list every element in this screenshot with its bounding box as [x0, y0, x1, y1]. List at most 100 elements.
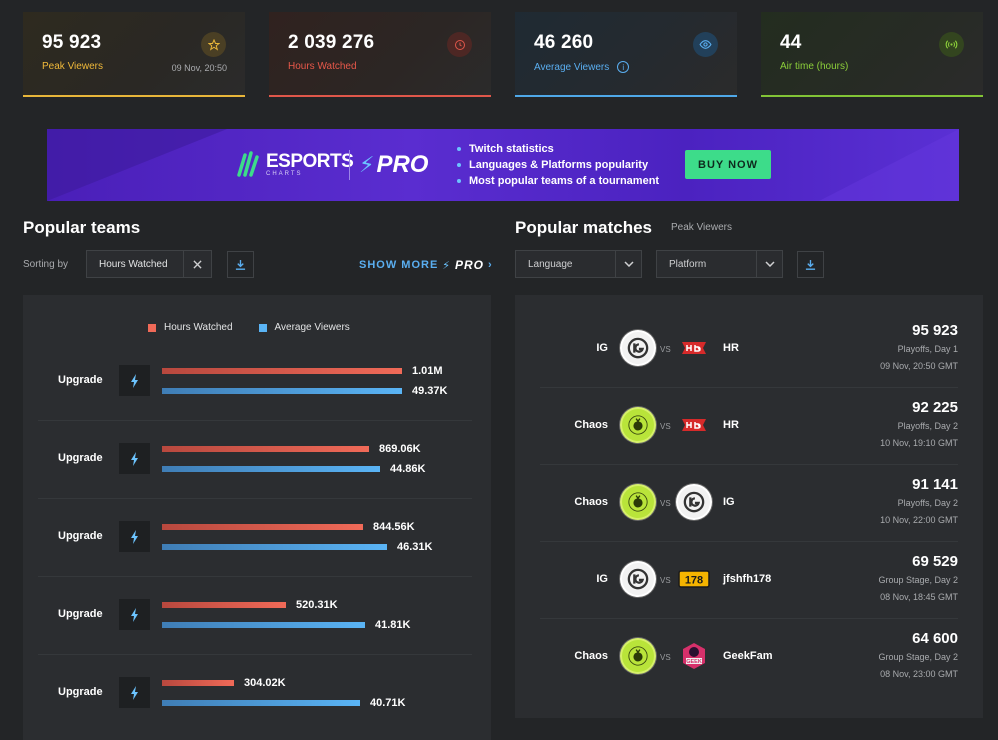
- chart-legend: Hours Watched Average Viewers: [148, 322, 350, 333]
- chevron-down-icon: [756, 251, 782, 277]
- team1-name[interactable]: IG: [596, 342, 608, 354]
- download-icon: [235, 259, 246, 270]
- match-stage: Playoffs, Day 2: [897, 421, 958, 431]
- team-row[interactable]: Upgrade 844.56K 46.31K: [38, 499, 472, 577]
- team1-name[interactable]: IG: [596, 573, 608, 585]
- feature-item: Most popular teams of a tournament: [457, 173, 659, 189]
- team-row[interactable]: Upgrade 520.31K 41.81K: [38, 577, 472, 655]
- close-icon: [193, 259, 202, 269]
- team-name[interactable]: Upgrade: [58, 608, 103, 620]
- stat-card-air-time: 44 Air time (hours): [761, 12, 983, 97]
- 178-logo-icon[interactable]: 178: [678, 563, 710, 595]
- team2-name[interactable]: jfshfh178: [723, 573, 772, 585]
- team-row[interactable]: Upgrade 304.02K 40.71K: [45, 655, 468, 733]
- team-name[interactable]: Upgrade: [58, 686, 103, 698]
- bar-label-average-viewers: 41.81K: [375, 619, 411, 631]
- match-time: 10 Nov, 22:00 GMT: [880, 515, 958, 525]
- chevron-right-icon: ›: [488, 259, 493, 271]
- team2-name[interactable]: HR: [723, 419, 739, 431]
- download-teams-button[interactable]: [227, 251, 254, 278]
- team-name[interactable]: Upgrade: [58, 530, 103, 542]
- row-divider: [38, 576, 472, 577]
- lightning-icon[interactable]: [119, 599, 150, 630]
- ig-logo-icon[interactable]: [622, 332, 654, 364]
- vs-label: VS: [660, 345, 671, 354]
- bar-hours-watched: [162, 680, 234, 686]
- team2-name[interactable]: IG: [723, 496, 735, 508]
- esports-charts-logo-mark-icon: [236, 151, 260, 177]
- match-peak-viewers: 92 225: [912, 399, 958, 416]
- stat-label: Average Viewers i: [534, 61, 719, 73]
- bar-label-average-viewers: 40.71K: [370, 697, 406, 709]
- popular-teams-title: Popular teams: [23, 218, 141, 237]
- match-peak-viewers: 69 529: [912, 553, 958, 570]
- team-name[interactable]: Upgrade: [58, 374, 103, 386]
- banner-decoration: [819, 129, 959, 201]
- team2-name[interactable]: GeekFam: [723, 650, 773, 662]
- stat-label: Air time (hours): [780, 61, 849, 72]
- hr-logo-icon[interactable]: [678, 332, 710, 364]
- chaos-logo-icon[interactable]: [622, 409, 654, 441]
- stat-value: 46 260: [534, 32, 594, 53]
- bar-label-average-viewers: 46.31K: [397, 541, 433, 553]
- bar-label-hours-watched: 869.06K: [379, 443, 421, 455]
- match-time: 08 Nov, 23:00 GMT: [880, 669, 958, 679]
- download-matches-button[interactable]: [797, 251, 824, 278]
- team1-name[interactable]: Chaos: [574, 496, 608, 508]
- lightning-icon[interactable]: [119, 521, 150, 552]
- team1-name[interactable]: Chaos: [574, 650, 608, 662]
- popular-matches-panel: [515, 295, 983, 718]
- eye-icon: [693, 32, 718, 57]
- team-name[interactable]: Upgrade: [58, 452, 103, 464]
- chaos-logo-icon[interactable]: [622, 640, 654, 672]
- ig-logo-icon[interactable]: [622, 563, 654, 595]
- row-divider: [540, 618, 958, 619]
- info-icon[interactable]: i: [617, 61, 630, 73]
- match-stage: Group Stage, Day 2: [878, 575, 958, 585]
- pro-promo-banner[interactable]: ESPORTS CHARTS ⚡ PRO Twitch statistics La…: [47, 129, 959, 201]
- team2-name[interactable]: HR: [723, 342, 739, 354]
- match-row[interactable]: IG VS HR 95 923 Playoffs, Day 1 09 Nov, 20:50…: [540, 311, 958, 388]
- svg-text:178: 178: [685, 575, 703, 587]
- ig-logo-icon[interactable]: [678, 486, 710, 518]
- hr-logo-icon[interactable]: [678, 409, 710, 441]
- match-row[interactable]: Chaos VS GEEK GeekFam 64 600 Group Stage, Day…: [540, 619, 958, 696]
- team-row[interactable]: Upgrade 869.06K 44.86K: [38, 421, 472, 499]
- bar-label-hours-watched: 304.02K: [244, 677, 286, 689]
- clear-sort-button[interactable]: [183, 251, 211, 277]
- bar-label-hours-watched: 520.31K: [296, 599, 338, 611]
- language-select[interactable]: Language: [515, 250, 642, 278]
- geekfam-logo-icon[interactable]: GEEK: [678, 640, 710, 672]
- stat-value: 2 039 276: [288, 32, 375, 53]
- legend-hours-watched: Hours Watched: [148, 322, 233, 333]
- team1-name[interactable]: Chaos: [574, 419, 608, 431]
- match-row[interactable]: IG VS 178 jfshfh178 69 529 Group Stage, Day 2…: [540, 542, 958, 619]
- pro-logo: ⚡ PRO: [359, 151, 429, 178]
- feature-item: Languages & Platforms popularity: [457, 157, 659, 173]
- match-time: 08 Nov, 18:45 GMT: [880, 592, 958, 602]
- bar-hours-watched: [162, 524, 363, 530]
- sorting-select[interactable]: Hours Watched: [86, 250, 212, 278]
- bar-average-viewers: [162, 544, 387, 550]
- row-divider: [38, 654, 472, 655]
- bar-label-average-viewers: 44.86K: [390, 463, 426, 475]
- bar-average-viewers: [162, 700, 360, 706]
- match-peak-viewers: 95 923: [912, 322, 958, 339]
- lightning-icon[interactable]: [119, 365, 150, 396]
- platform-select[interactable]: Platform: [656, 250, 783, 278]
- lightning-icon[interactable]: [119, 443, 150, 474]
- match-row[interactable]: Chaos VS IG 91 141 Playoffs, Day 2 10 Nov, 22…: [540, 465, 958, 542]
- match-peak-viewers: 91 141: [912, 476, 958, 493]
- download-icon: [805, 259, 816, 270]
- bar-hours-watched: [162, 446, 369, 452]
- team-row[interactable]: Upgrade 1.01M 49.37K: [38, 343, 472, 421]
- match-row[interactable]: Chaos VS HR 92 225 Playoffs, Day 2 10 Nov, 19…: [540, 388, 958, 465]
- show-more-pro-link[interactable]: SHOW MORE ⚡ PRO ›: [359, 258, 493, 272]
- bar-label-hours-watched: 1.01M: [412, 365, 443, 377]
- chaos-logo-icon[interactable]: [622, 486, 654, 518]
- feature-item: Twitch statistics: [457, 141, 659, 157]
- row-divider: [540, 464, 958, 465]
- lightning-icon[interactable]: [119, 677, 150, 708]
- row-divider: [540, 387, 958, 388]
- buy-now-button[interactable]: BUY NOW: [685, 150, 771, 179]
